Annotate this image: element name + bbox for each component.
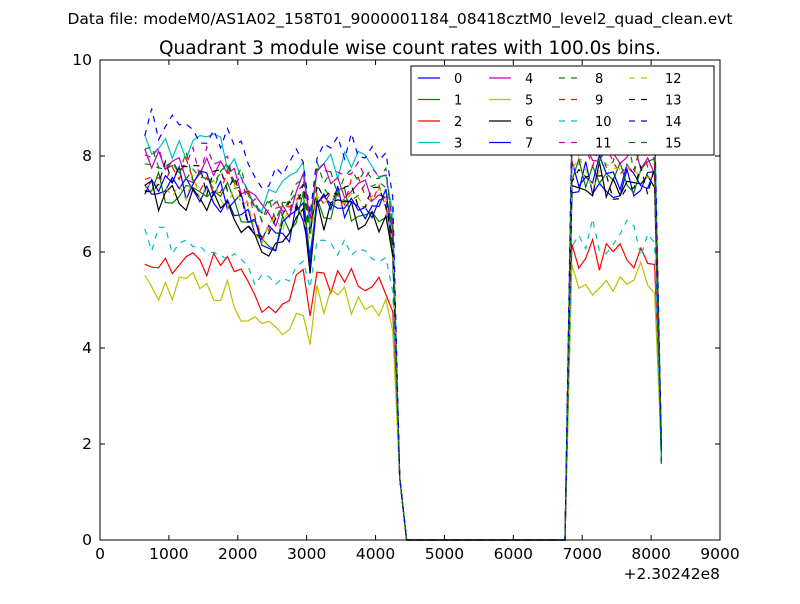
series-line-8 [144,132,662,541]
legend-label-4: 4 [525,72,533,87]
x-tick-label: 4000 [356,545,395,563]
series-line-5 [144,260,662,541]
x-tick-label: 1000 [149,545,188,563]
y-tick-label: 2 [82,435,92,453]
x-tick-label: 3000 [287,545,326,563]
legend-label-0: 0 [454,72,462,87]
x-tick-label: 0 [95,545,105,563]
series-line-14 [144,92,662,541]
plot-frame [99,59,721,541]
legend-label-14: 14 [665,115,682,130]
x-tick-label: 8000 [631,545,670,563]
series-line-13 [144,159,662,541]
series-line-10 [144,218,662,541]
legend-label-3: 3 [454,137,462,152]
legend-label-9: 9 [595,94,603,109]
x-tick-label: 7000 [562,545,601,563]
legend-label-11: 11 [595,137,612,152]
suptitle: Data file: modeM0/AS1A02_158T01_90000011… [67,10,732,29]
series-line-4 [144,137,662,541]
legend-label-15: 15 [665,137,682,152]
legend-label-7: 7 [525,137,533,152]
legend-label-10: 10 [595,115,612,130]
x-tick-label: 9000 [700,545,739,563]
axis-ticks: 0 1000 2000 3000 4000 5000 6000 7000 8000 9000 0 2 4… [72,51,739,563]
y-tick-label: 4 [82,339,92,357]
y-tick-label: 0 [82,531,92,549]
legend-label-12: 12 [665,72,682,87]
series-line-2 [144,237,662,541]
series-line-0 [144,161,662,541]
series-line-6 [144,161,662,541]
y-tick-label: 6 [82,243,92,261]
y-tick-label: 10 [72,51,92,69]
legend-label-13: 13 [665,94,682,109]
series-line-7 [144,153,662,541]
legend-label-6: 6 [525,115,533,130]
x-tick-label: 2000 [218,545,257,563]
legend-label-2: 2 [454,115,462,130]
legend-label-1: 1 [454,94,462,109]
legend-box [410,65,715,156]
chart-title: Quadrant 3 module wise count rates with … [159,38,661,59]
plot-lines [144,92,662,541]
legend-label-5: 5 [525,94,533,109]
x-tick-label: 5000 [425,545,464,563]
series-line-1 [144,156,662,541]
legend-label-8: 8 [595,72,603,87]
x-offset-label: +2.30242e8 [624,565,720,583]
x-tick-label: 6000 [494,545,533,563]
series-line-12 [144,156,662,541]
y-tick-label: 8 [82,147,92,165]
